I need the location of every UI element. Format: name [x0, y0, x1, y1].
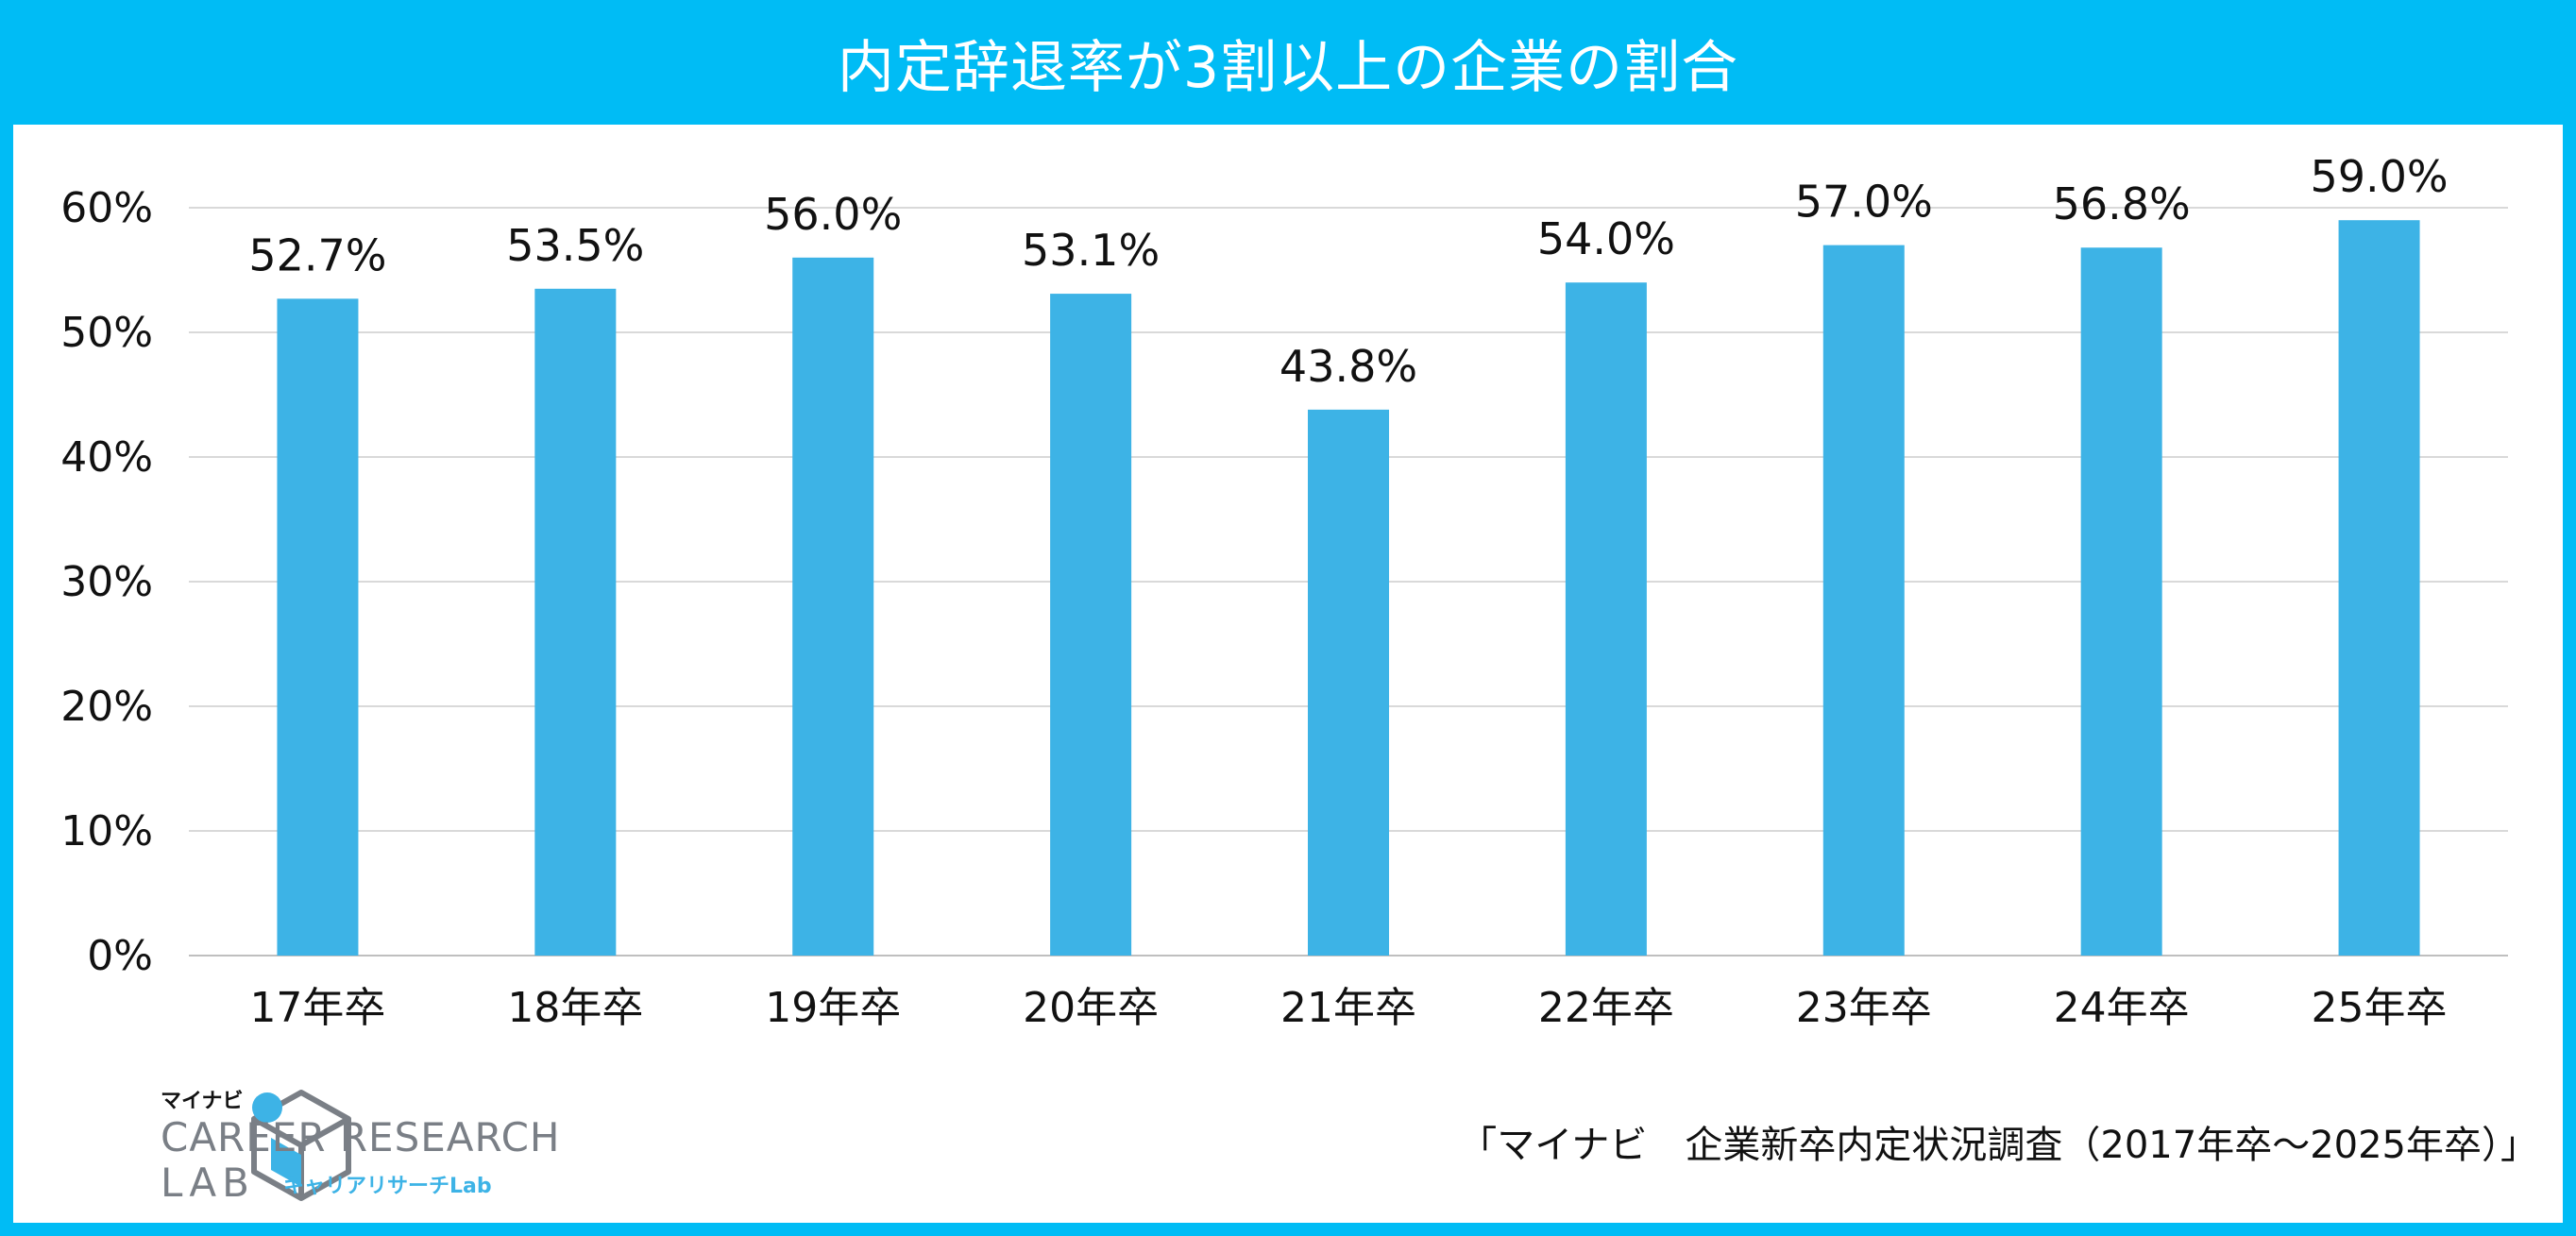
title-bar: 内定辞退率が3割以上の企業の割合: [0, 0, 2576, 125]
data-label: 53.5%: [506, 220, 644, 271]
x-tick-label: 18年卒: [507, 984, 643, 1032]
x-tick-label: 17年卒: [249, 984, 385, 1032]
bar: [2080, 247, 2162, 956]
y-tick-label: 20%: [60, 683, 153, 731]
bar: [1308, 409, 1389, 957]
bar: [1050, 294, 1132, 956]
bar: [277, 298, 359, 956]
bar: [534, 288, 617, 956]
x-tick-label: 24年卒: [2054, 984, 2190, 1032]
data-label: 53.1%: [1022, 225, 1160, 276]
x-tick-label: 22年卒: [1538, 984, 1674, 1032]
y-tick-label: 30%: [60, 558, 153, 606]
bar-chart: 0% 10% 20% 30% 40% 50% 60% 52.7% 17年卒 53.5% 18年卒 56…: [60, 151, 2508, 1032]
bar: [2338, 220, 2420, 956]
y-tick-label: 60%: [60, 184, 153, 232]
logo-tagline: キャリアリサーチLab: [283, 1175, 492, 1198]
data-label: 43.8%: [1280, 341, 1417, 392]
y-tick-label: 10%: [60, 807, 153, 855]
y-tick-label: 40%: [60, 433, 153, 482]
logo-name-line2: LAB: [161, 1160, 255, 1206]
data-label: 54.0%: [1537, 213, 1675, 264]
data-label: 56.0%: [764, 189, 902, 240]
data-label: 52.7%: [248, 229, 386, 280]
career-research-lab-logo-icon: [251, 1090, 351, 1201]
logo-brand: マイナビ: [161, 1090, 244, 1113]
chart-title: 内定辞退率が3割以上の企業の割合: [837, 34, 1739, 101]
data-label: 59.0%: [2310, 151, 2448, 202]
x-tick-label: 23年卒: [1796, 984, 1932, 1032]
x-tick-label: 20年卒: [1023, 984, 1159, 1032]
bar: [1822, 245, 1905, 957]
x-tick-label: 19年卒: [765, 984, 901, 1032]
bar: [792, 257, 874, 956]
x-tick-label: 25年卒: [2312, 984, 2448, 1032]
chart-panel: 0% 10% 20% 30% 40% 50% 60% 52.7% 17年卒 53.5% 18年卒 56…: [13, 125, 2563, 1223]
y-tick-label: 0%: [87, 932, 153, 980]
data-label: 56.8%: [2053, 178, 2191, 229]
source-note: 「マイナビ 企業新卒内定状況調査（2017年卒～2025年卒）」: [1459, 1124, 2538, 1167]
logo-name-line1: CAREER RESEARCH: [161, 1114, 561, 1160]
bar: [1565, 282, 1647, 956]
x-tick-label: 21年卒: [1280, 984, 1416, 1032]
data-label: 57.0%: [1795, 177, 1933, 228]
y-tick-label: 50%: [60, 309, 153, 357]
